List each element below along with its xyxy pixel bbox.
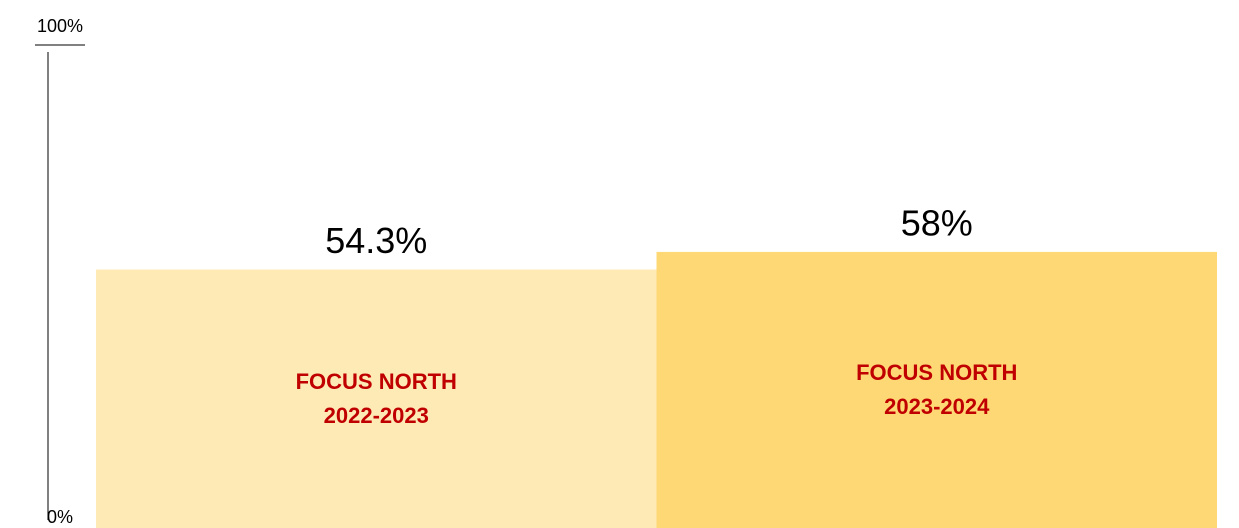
value-label: 54.3% — [325, 220, 427, 261]
category-label: FOCUS NORTH 2023-2024 — [856, 359, 1018, 419]
bar — [656, 251, 1217, 528]
y-tick-label: 0% — [47, 507, 73, 527]
y-tick-label: 100% — [37, 16, 83, 36]
value-label: 58% — [901, 202, 973, 243]
bar — [96, 269, 657, 528]
category-label: FOCUS NORTH 2022-2023 — [295, 368, 457, 428]
